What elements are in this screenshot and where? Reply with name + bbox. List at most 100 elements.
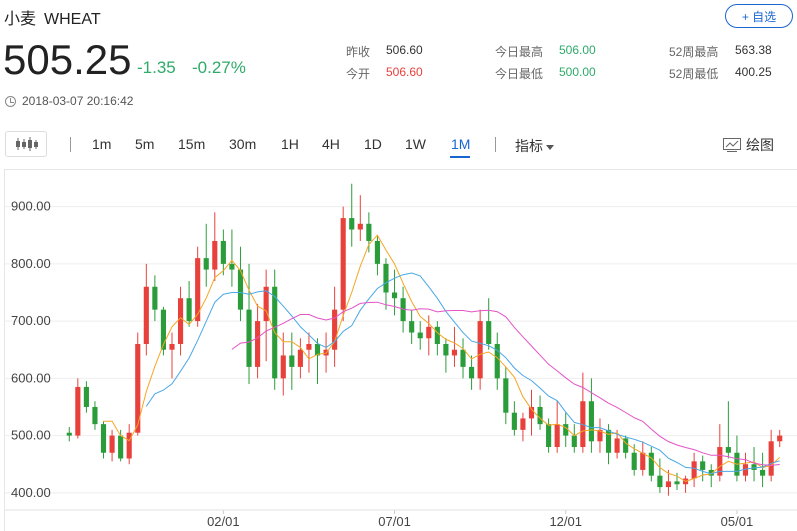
timestamp-text: 2018-03-07 20:16:42 <box>22 94 134 108</box>
y-tick-label: 400.00 <box>11 485 51 500</box>
candle-body <box>580 401 586 448</box>
candle-body <box>297 349 303 367</box>
x-tick-label: 05/01 <box>721 514 754 529</box>
timeframe-30m[interactable]: 30m <box>229 136 257 152</box>
draw-label: 绘图 <box>746 137 774 153</box>
ma10-line <box>145 272 780 475</box>
candle-body <box>451 349 458 356</box>
candle-body <box>340 218 346 310</box>
candle-body <box>143 286 149 344</box>
candlestick-icon <box>16 137 38 151</box>
timeframe-5m[interactable]: 5m <box>135 136 155 152</box>
candle-body <box>477 321 483 379</box>
candle-body <box>503 378 509 413</box>
candle-body <box>520 418 526 430</box>
stat-label: 昨收 <box>346 45 371 59</box>
candle-body <box>537 406 543 425</box>
candle-body <box>443 344 449 356</box>
candle-body <box>597 429 603 442</box>
candle-body <box>400 298 406 322</box>
candle-body <box>486 321 492 344</box>
candle-body <box>280 355 286 379</box>
candle-body <box>109 435 115 453</box>
draw-button[interactable]: 绘图 <box>723 135 774 155</box>
stat-value: 506.60 <box>386 43 423 57</box>
indicators-dropdown[interactable]: 指标 <box>515 136 554 156</box>
candle-body <box>469 366 475 379</box>
stat-open: 今开 506.60 <box>346 65 423 82</box>
caret-down-icon <box>546 144 554 150</box>
candle-body <box>169 344 175 350</box>
candle-body <box>289 355 295 367</box>
candle-body <box>588 401 594 442</box>
y-tick-label: 500.00 <box>11 428 51 443</box>
candle-body <box>546 424 552 448</box>
last-price: 505.25 <box>3 36 132 83</box>
x-tick-label: 12/01 <box>549 514 582 529</box>
candle-body <box>229 263 235 270</box>
candle-body <box>648 452 654 476</box>
candle-body <box>623 438 629 453</box>
timeframe-4h[interactable]: 4H <box>322 136 340 152</box>
stat-52w-high: 52周最高 563.38 <box>669 43 772 60</box>
stat-value: 563.38 <box>735 43 772 57</box>
candle-body <box>83 386 89 407</box>
timeframe-1d[interactable]: 1D <box>364 136 382 152</box>
indicators-label: 指标 <box>515 138 543 154</box>
candle-body <box>777 435 783 442</box>
candle-body <box>374 240 380 264</box>
candle-body <box>700 461 706 470</box>
candle-body <box>426 326 432 339</box>
timeframe-1m[interactable]: 1m <box>92 136 112 152</box>
candle-body <box>75 386 81 436</box>
candle-body <box>263 286 269 322</box>
price-change: -1.35 <box>137 58 176 77</box>
stat-label: 今日最高 <box>495 45 544 59</box>
x-tick-label: 07/01 <box>378 514 411 529</box>
instrument-code: WHEAT <box>44 11 101 28</box>
add-to-watchlist-button[interactable]: + 自选 <box>725 4 793 28</box>
candle-body <box>760 469 766 476</box>
candle-body <box>742 464 749 476</box>
stat-day-high: 今日最高 506.00 <box>495 43 596 60</box>
candle-body <box>768 441 774 476</box>
y-tick-label: 600.00 <box>11 370 51 385</box>
candle-body <box>511 412 517 430</box>
candlestick-type-button[interactable] <box>5 131 47 157</box>
candle-body <box>708 469 714 476</box>
x-tick-label: 02/01 <box>207 514 240 529</box>
candle-body <box>614 438 620 453</box>
price-chart[interactable]: 900.00 800.00 700.00 600.00 500.00 400.00 02/0… <box>4 169 797 531</box>
stat-label: 今日最低 <box>495 67 544 81</box>
stat-prev-close: 昨收 506.60 <box>346 43 423 60</box>
timeframe-1w[interactable]: 1W <box>405 136 426 152</box>
stat-label: 今开 <box>346 67 371 81</box>
candle-body <box>725 447 731 453</box>
candle-body <box>220 240 226 264</box>
candle-body <box>255 321 261 367</box>
draw-chart-icon <box>723 138 741 152</box>
candle-body <box>314 344 321 356</box>
candle-body <box>691 461 697 479</box>
candle-body <box>126 432 132 459</box>
candle-body <box>528 406 535 419</box>
timeframe-1h[interactable]: 1H <box>281 136 299 152</box>
ma5-line <box>103 234 781 482</box>
candle-body <box>665 481 672 488</box>
candle-body <box>366 223 372 241</box>
candle-body <box>434 326 440 344</box>
toolbar-divider <box>495 137 496 152</box>
chart-toolbar: 1m 5m 15m 30m 1H 4H 1D 1W 1M 指标 绘图 <box>0 128 797 160</box>
y-tick-label: 800.00 <box>11 256 51 271</box>
candle-body <box>246 309 252 367</box>
candle-body <box>640 452 646 470</box>
timeframe-1mo[interactable]: 1M <box>451 136 471 152</box>
candle-body <box>135 344 141 433</box>
timeframe-15m[interactable]: 15m <box>178 136 206 152</box>
candle-body <box>177 298 184 344</box>
instrument-name: 小麦 <box>4 11 37 28</box>
candle-body <box>554 424 560 448</box>
candle-body <box>203 258 209 270</box>
candle-body <box>460 349 466 367</box>
stat-value: 506.60 <box>386 65 423 79</box>
